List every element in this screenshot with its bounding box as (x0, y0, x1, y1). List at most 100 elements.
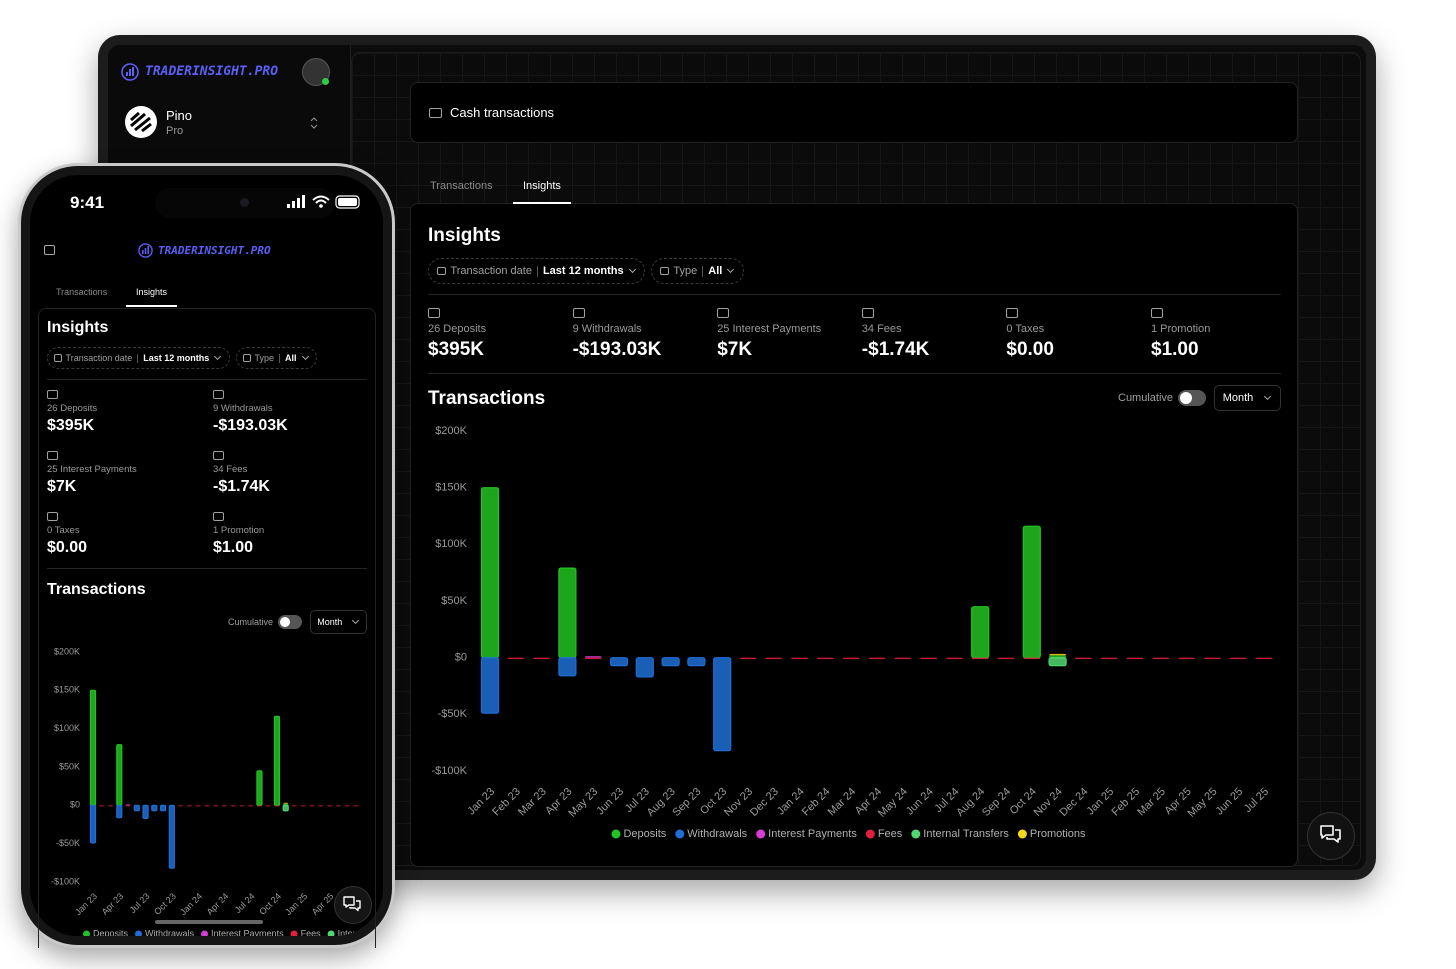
x-tick-label: Jan 24 (178, 891, 204, 917)
bar (868, 657, 886, 660)
toggle-knob (280, 617, 290, 627)
legend-swatch (290, 930, 298, 936)
bar (1229, 657, 1247, 660)
legend-swatch (415, 931, 422, 938)
bar (1178, 657, 1196, 660)
filter-label: Type (254, 353, 275, 363)
stat-icon (1151, 308, 1163, 318)
online-dot (322, 78, 329, 85)
bar (1023, 657, 1041, 660)
bar (1152, 657, 1170, 660)
bar (1049, 655, 1067, 658)
bar (318, 805, 324, 807)
bar (108, 805, 114, 807)
legend-label: Promotions (1030, 828, 1086, 840)
filter-icon (659, 266, 670, 276)
legend-swatch (756, 829, 766, 839)
legend-swatch (135, 930, 143, 936)
toggle[interactable] (1178, 390, 1206, 406)
x-tick-label: Oct 23 (152, 891, 178, 917)
tab[interactable]: Insights (136, 287, 168, 297)
stat-label: 1 Promotion (213, 524, 265, 536)
bar (635, 657, 654, 678)
bar (133, 804, 140, 812)
stat-label: 26 Deposits (428, 322, 487, 335)
transactions-title: Transactions (428, 388, 546, 409)
tab[interactable]: Transactions (56, 287, 108, 297)
filter[interactable]: Type All (651, 258, 745, 284)
tab[interactable]: Transactions (430, 180, 493, 192)
x-tick-label: Apr 25 (310, 891, 336, 917)
toggle-knob (1180, 392, 1192, 404)
filter-label: Type (673, 265, 698, 277)
filter-icon (243, 354, 251, 362)
bar (687, 657, 706, 667)
period-value: Month (317, 617, 343, 627)
phone-screen (30, 175, 383, 936)
bar (945, 657, 963, 660)
bar (282, 804, 289, 812)
legend: Deposits Withdrawals Interest Payments Fees… (611, 828, 1086, 840)
stat-value: -$1.74K (861, 338, 930, 360)
legend-label: Withdrawals (145, 928, 195, 938)
stat-value: -$193.03K (213, 416, 288, 434)
bar (791, 657, 809, 660)
legend-swatch (865, 829, 875, 839)
legend-label: Internal Transfers (923, 828, 1009, 840)
filter[interactable]: Transaction date Last 12 months (428, 258, 646, 284)
y-tick-label: $150K (435, 482, 467, 494)
separator (137, 353, 139, 363)
stat-value: $395K (428, 338, 484, 360)
brand-logo (121, 63, 139, 81)
bar (178, 805, 184, 807)
period-select[interactable]: Month (1214, 385, 1281, 411)
bar (125, 805, 131, 807)
legend-label: Interest Payments (211, 928, 284, 938)
bar (713, 657, 732, 752)
legend-swatch (83, 930, 90, 936)
bar (274, 805, 280, 807)
divider (428, 294, 1281, 295)
insights-title: Insights (47, 319, 109, 336)
bar (997, 657, 1015, 660)
chat-button[interactable] (1307, 812, 1355, 860)
stat-icon (428, 308, 440, 318)
bar (1255, 657, 1273, 660)
sidebar-toggle[interactable] (44, 245, 55, 255)
filter[interactable]: Type All (236, 347, 317, 369)
bar (99, 805, 105, 807)
legend-swatch (327, 930, 335, 936)
x-tick-label: Oct 24 (257, 891, 283, 917)
x-tick-label: Jul 23 (128, 891, 152, 915)
x-tick-label: Jan 25 (283, 891, 309, 917)
bar (159, 804, 167, 812)
y-tick-label: -$50K (438, 708, 468, 720)
filter[interactable]: Transaction date Last 12 months (47, 347, 230, 369)
tab-underline (126, 305, 177, 307)
period-select[interactable]: Month (310, 610, 367, 634)
bar (291, 805, 297, 807)
bar (584, 656, 602, 658)
stat-label: 25 Interest Payments (47, 463, 137, 475)
x-tick-label: Apr 23 (100, 891, 126, 917)
switcher[interactable] (309, 116, 319, 130)
tab[interactable]: Insights (523, 180, 561, 192)
bar (116, 804, 123, 819)
y-tick-label: -$100K (51, 876, 80, 886)
y-tick-label: $100K (435, 538, 467, 550)
stat-icon (47, 390, 58, 399)
legend-label: Deposits (623, 828, 666, 840)
x-tick-label: Jul 24 (233, 891, 257, 915)
filter-value: All (285, 353, 297, 363)
y-tick-label: $0 (70, 800, 80, 810)
chat-icon (343, 896, 361, 912)
bar (204, 805, 210, 807)
bar (1074, 657, 1092, 660)
x-tick-label: Apr 24 (205, 891, 231, 917)
toggle[interactable] (278, 615, 302, 629)
bar (168, 804, 175, 869)
filter-value: All (708, 265, 723, 277)
bar (507, 657, 525, 660)
legend-swatch (911, 829, 921, 839)
